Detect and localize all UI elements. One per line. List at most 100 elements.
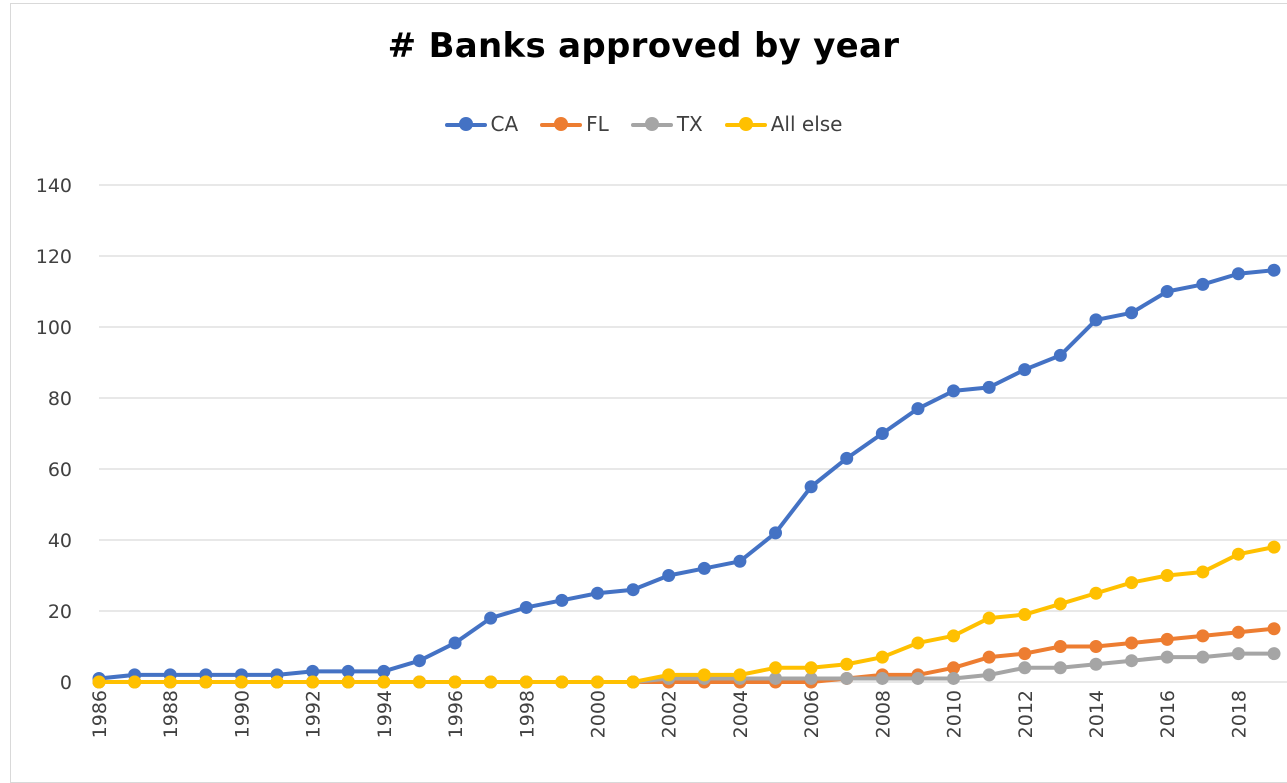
x-tick-label: 2004 bbox=[730, 690, 752, 738]
x-tick-label: 2010 bbox=[944, 690, 966, 738]
data-point-ca bbox=[804, 480, 818, 494]
data-point-ca bbox=[662, 569, 676, 582]
x-tick-label: 2012 bbox=[1015, 690, 1037, 738]
legend-item-tx: TX bbox=[630, 112, 703, 136]
x-tick-label: 2002 bbox=[659, 690, 681, 738]
data-point-ca bbox=[484, 611, 498, 625]
data-point-tx bbox=[1125, 654, 1139, 668]
data-point-fl bbox=[1267, 622, 1281, 636]
legend-label: CA bbox=[490, 112, 519, 136]
data-point-tx bbox=[875, 671, 889, 685]
data-point-ca bbox=[840, 451, 854, 465]
x-tick-label: 1992 bbox=[303, 690, 325, 738]
x-tick-labels: 1986 1988 1990 1992 1994 1996 1998 2000 2002 2004… bbox=[89, 690, 1250, 738]
legend-swatch-icon bbox=[724, 116, 767, 132]
data-point-all-else bbox=[947, 629, 961, 643]
data-point-fl bbox=[1160, 632, 1174, 646]
data-point-tx bbox=[1231, 647, 1245, 661]
data-point-fl bbox=[1018, 647, 1032, 661]
data-point-all-else bbox=[769, 661, 783, 675]
legend-label: All else bbox=[770, 112, 843, 136]
x-tick-label: 1996 bbox=[445, 690, 467, 738]
data-point-ca bbox=[1196, 277, 1210, 291]
data-point-all-else bbox=[733, 668, 747, 682]
data-point-all-else bbox=[555, 675, 569, 689]
data-point-all-else bbox=[1196, 565, 1210, 579]
data-point-fl bbox=[947, 661, 961, 675]
series-group bbox=[92, 263, 1281, 689]
y-tick-label: 80 bbox=[48, 388, 72, 410]
data-point-ca bbox=[1160, 285, 1174, 298]
y-tick-label: 20 bbox=[48, 601, 72, 623]
data-point-ca bbox=[769, 526, 783, 540]
data-point-all-else bbox=[1125, 576, 1139, 590]
y-tick-label: 120 bbox=[36, 246, 72, 268]
data-point-tx bbox=[1160, 650, 1174, 664]
data-point-fl bbox=[1089, 640, 1103, 653]
data-point-ca bbox=[1018, 363, 1032, 377]
x-tick-label: 2014 bbox=[1086, 690, 1108, 738]
data-point-ca bbox=[412, 654, 426, 668]
data-point-all-else bbox=[1089, 586, 1103, 600]
data-point-all-else bbox=[875, 650, 889, 664]
data-point-tx bbox=[769, 671, 783, 685]
x-tick-label: 1998 bbox=[516, 690, 538, 738]
data-point-ca bbox=[519, 600, 533, 614]
data-point-all-else bbox=[804, 661, 818, 675]
data-point-all-else bbox=[1160, 569, 1174, 582]
data-point-all-else bbox=[1053, 597, 1067, 611]
data-point-all-else bbox=[662, 668, 676, 682]
data-point-all-else bbox=[270, 675, 284, 689]
data-point-all-else bbox=[341, 675, 355, 689]
data-point-all-else bbox=[199, 675, 213, 689]
data-point-all-else bbox=[840, 657, 854, 671]
data-point-ca bbox=[306, 664, 320, 678]
data-point-all-else bbox=[448, 675, 462, 689]
series-all-else bbox=[92, 540, 1281, 689]
legend-label: TX bbox=[676, 112, 703, 136]
x-tick-label: 2006 bbox=[801, 690, 823, 738]
data-point-ca bbox=[982, 380, 996, 394]
data-point-all-else bbox=[1018, 608, 1032, 622]
x-tick-label: 1988 bbox=[160, 690, 182, 738]
data-point-all-else bbox=[982, 611, 996, 625]
data-point-ca bbox=[911, 402, 925, 416]
legend-item-ca: CA bbox=[444, 112, 519, 136]
data-point-all-else bbox=[412, 675, 426, 689]
data-point-all-else bbox=[128, 675, 142, 689]
data-point-all-else bbox=[484, 675, 498, 689]
data-point-all-else bbox=[377, 675, 391, 689]
y-tick-label: 140 bbox=[36, 175, 72, 197]
data-point-all-else bbox=[911, 636, 925, 650]
data-point-tx bbox=[1089, 657, 1103, 671]
x-tick-label: 2018 bbox=[1228, 690, 1250, 738]
data-point-all-else bbox=[163, 675, 177, 689]
data-point-ca bbox=[947, 384, 961, 398]
legend-item-fl: FL bbox=[540, 112, 609, 136]
data-point-ca bbox=[733, 554, 747, 568]
data-point-all-else bbox=[1231, 547, 1245, 561]
data-point-tx bbox=[982, 668, 996, 682]
series-line-ca bbox=[97, 268, 1276, 681]
data-point-all-else bbox=[1267, 540, 1281, 554]
data-point-ca bbox=[590, 586, 604, 600]
y-tick-label: 40 bbox=[48, 530, 72, 552]
data-point-ca bbox=[1267, 263, 1281, 277]
data-point-ca bbox=[1231, 267, 1245, 281]
legend-item-all-else: All else bbox=[724, 112, 843, 136]
data-point-fl bbox=[982, 650, 996, 664]
y-tick-label: 0 bbox=[60, 672, 72, 694]
y-tick-label: 60 bbox=[48, 459, 72, 481]
data-point-fl bbox=[1196, 629, 1210, 643]
data-point-tx bbox=[840, 671, 854, 685]
data-point-fl bbox=[1053, 640, 1067, 653]
data-point-tx bbox=[804, 671, 818, 685]
data-point-ca bbox=[1089, 313, 1103, 327]
data-point-all-else bbox=[519, 675, 533, 689]
data-point-tx bbox=[1053, 661, 1067, 675]
grid-lines bbox=[99, 184, 1287, 683]
x-tick-label: 2008 bbox=[872, 690, 894, 738]
chart-title: # Banks approved by year bbox=[387, 26, 900, 66]
legend-label: FL bbox=[586, 112, 609, 136]
